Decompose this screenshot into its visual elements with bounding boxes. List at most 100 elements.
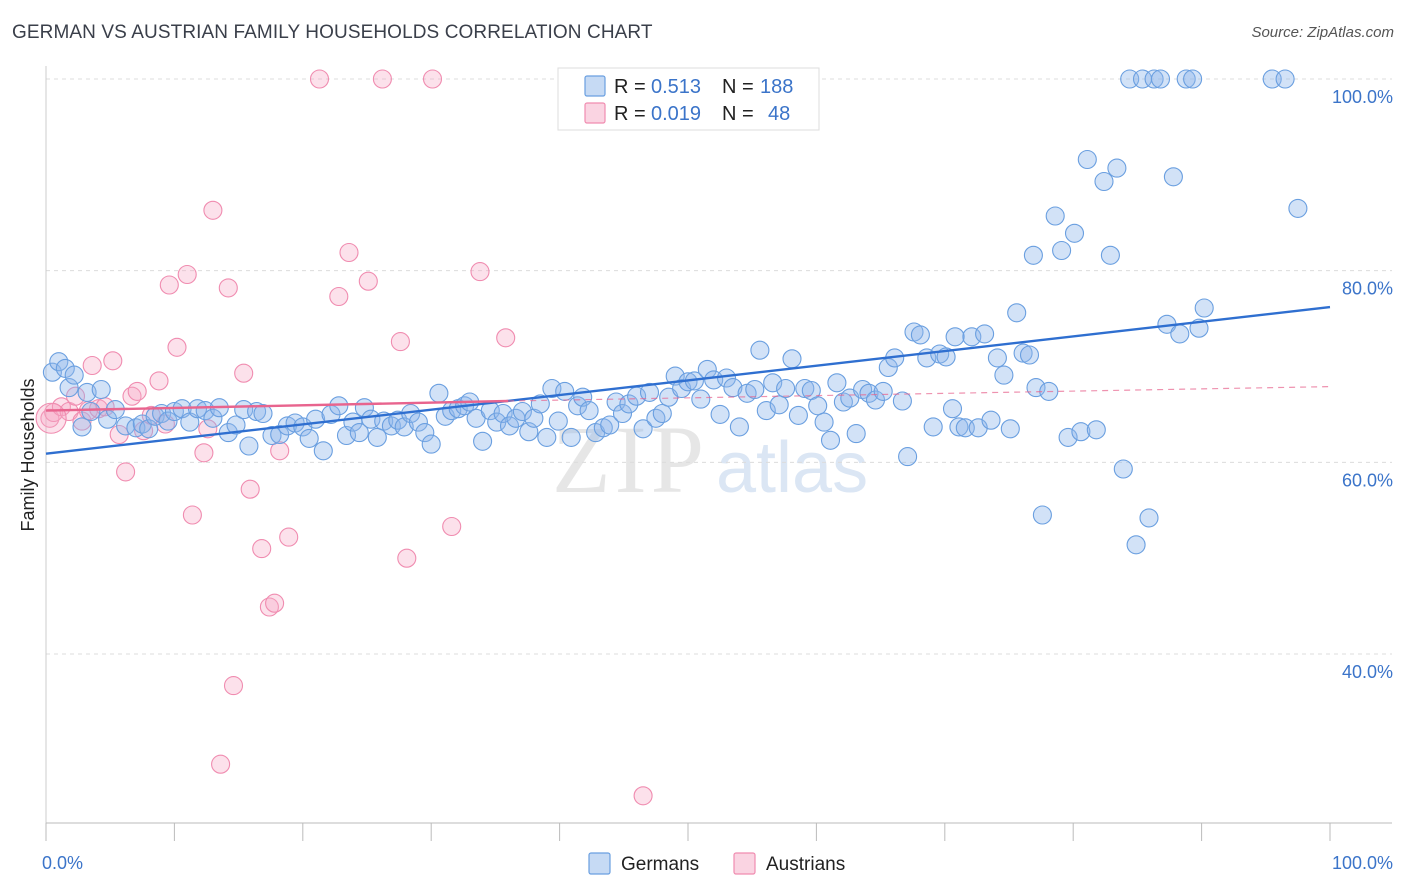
germans-point: [600, 415, 620, 435]
austrians-point: [234, 363, 254, 383]
germans-point: [1013, 343, 1033, 363]
germans-point: [239, 436, 259, 456]
germans-point: [530, 394, 550, 414]
germans-point: [729, 417, 749, 437]
germans-point: [892, 391, 912, 411]
germans-point: [945, 327, 965, 347]
austrians-point: [397, 548, 417, 568]
germans-point: [814, 412, 834, 432]
austrians-point: [116, 462, 136, 482]
germans-point: [1052, 240, 1072, 261]
germans-point: [898, 447, 918, 467]
y-tick-labels: 40.0% 60.0% 80.0% 100.0%: [1332, 87, 1393, 682]
austrians-point: [470, 262, 490, 282]
germans-point: [612, 403, 633, 424]
watermark-zip: ZIP: [552, 406, 708, 513]
germans-point: [1113, 459, 1133, 479]
germans-point: [1000, 419, 1020, 439]
germans-point: [910, 325, 930, 345]
y-tick-label: 100.0%: [1332, 87, 1393, 107]
germans-point: [579, 401, 599, 421]
germans-point: [1275, 69, 1295, 89]
germans-points: [42, 69, 1308, 555]
germans-point: [415, 423, 435, 443]
series-legend-swatch-germans: [588, 852, 611, 875]
stats-legend: R = 0.513 N = 188 R = 0.019 N = 48: [557, 67, 820, 131]
germans-point: [555, 381, 575, 401]
germans-point: [542, 378, 562, 399]
austrians-point: [211, 754, 231, 774]
trend-lines: [45, 305, 1331, 455]
germans-point: [561, 427, 581, 447]
germans-point: [421, 434, 441, 454]
austrians-point: [127, 381, 147, 401]
germans-point: [1176, 69, 1196, 89]
germans-point: [1163, 167, 1183, 187]
axes: [45, 66, 1392, 841]
germans-point: [750, 340, 770, 360]
germans-point: [537, 427, 557, 447]
austrians-point: [339, 242, 359, 263]
germans-point: [59, 378, 79, 398]
germans-point: [1019, 345, 1040, 365]
austrians-point: [35, 402, 67, 434]
germans-point: [987, 348, 1007, 368]
austrians-point: [496, 328, 516, 348]
germans-point: [782, 349, 802, 369]
austrians-trend-line: [45, 399, 509, 412]
germans-point: [1064, 223, 1085, 243]
germans-point: [203, 408, 223, 428]
germans-point: [1139, 508, 1159, 528]
germans-point: [769, 395, 789, 415]
watermark-atlas: atlas: [716, 428, 868, 508]
germans-trend-line: [45, 305, 1331, 455]
germans-point: [548, 411, 568, 431]
x-tick-label: 100.0%: [1332, 853, 1393, 873]
germans-point: [226, 415, 246, 435]
austrians-point: [422, 69, 443, 89]
germans-point: [262, 425, 282, 446]
source-label: Source: ZipAtlas.com: [1251, 24, 1394, 41]
germans-point: [1086, 420, 1106, 440]
germans-point: [962, 327, 982, 347]
legend-germans-n-label: N =: [722, 76, 754, 98]
germans-point: [299, 428, 319, 448]
germans-point: [1032, 505, 1052, 525]
austrians-point: [265, 593, 285, 613]
legend-austrians-r-value: 0.019: [651, 103, 701, 125]
y-axis-label: Family Households: [18, 378, 38, 531]
germans-point: [745, 379, 765, 400]
austrians-point: [358, 271, 378, 291]
germans-point: [776, 378, 796, 399]
germans-point: [158, 411, 178, 431]
germans-point: [313, 441, 333, 461]
austrians-point: [103, 351, 123, 371]
austrians-point: [177, 264, 197, 285]
germans-point: [42, 362, 62, 382]
germans-point: [1150, 69, 1171, 89]
germans-point: [820, 430, 841, 450]
germans-point: [1077, 149, 1097, 170]
germans-point: [1126, 535, 1146, 555]
germans-point: [923, 417, 943, 437]
austrians-point: [203, 200, 223, 220]
germans-point: [981, 410, 1001, 430]
austrians-point: [223, 676, 244, 696]
germans-point: [512, 401, 532, 422]
austrians-point: [270, 441, 290, 461]
series-legend: Germans Austrians: [588, 852, 845, 875]
austrians-point: [279, 527, 299, 547]
germans-point: [949, 417, 969, 437]
austrians-point: [182, 505, 202, 525]
germans-point: [1058, 427, 1078, 447]
germans-point: [1144, 69, 1164, 89]
y-tick-label: 60.0%: [1342, 470, 1393, 490]
germans-point: [493, 403, 513, 424]
germans-point: [91, 379, 111, 400]
austrians-point: [240, 479, 260, 499]
germans-point: [1071, 422, 1091, 442]
series-legend-swatch-austrians: [733, 852, 756, 875]
germans-point: [1170, 324, 1190, 344]
germans-point: [652, 403, 672, 424]
